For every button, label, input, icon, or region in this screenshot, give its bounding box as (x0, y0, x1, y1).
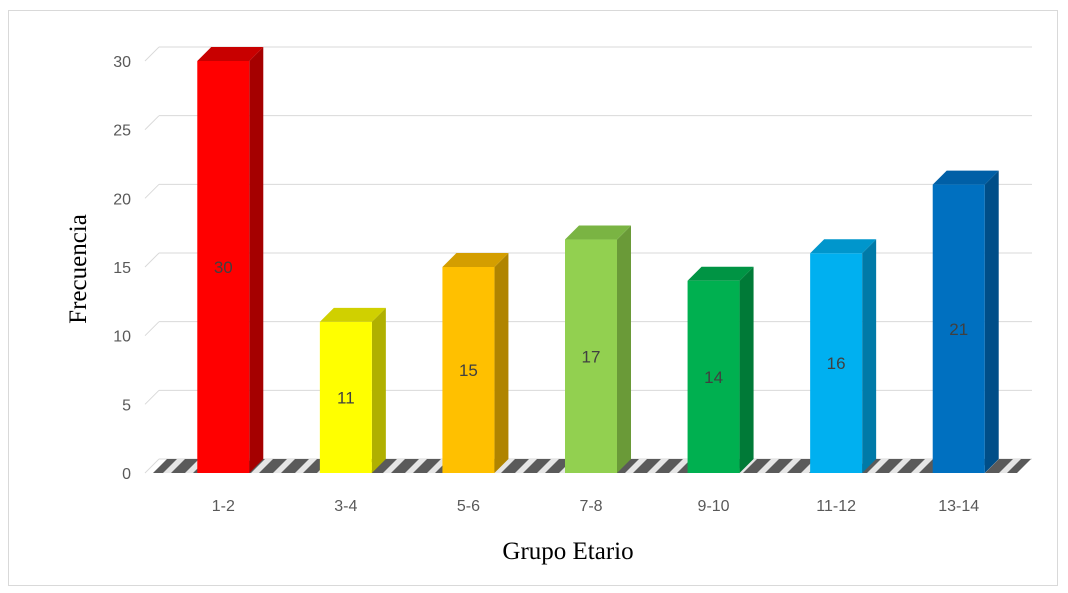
bar-side (984, 170, 999, 473)
bar-side (862, 239, 877, 473)
bar-7-8 (565, 225, 631, 473)
x-axis-ticks: 1-2 3-4 5-6 7-8 9-10 11-12 13-14 (212, 498, 980, 515)
data-label: 15 (459, 361, 478, 380)
y-axis-title: Frecuencia (65, 214, 92, 324)
gridline-20 (144, 183, 160, 199)
y-tick-label: 25 (113, 123, 131, 140)
gridline-30 (144, 46, 160, 62)
bar-side (617, 225, 631, 473)
gridline-5 (144, 389, 160, 405)
x-tick-label: 3-4 (334, 498, 357, 515)
gridline-0 (144, 458, 160, 474)
chart-frame: 0 5 10 15 20 25 30 30 11 15 17 14 16 21 1-2 3-4 5-6 7-8… (8, 10, 1058, 586)
bar-3-4 (319, 307, 386, 473)
data-label: 21 (949, 320, 968, 339)
bar-top (442, 253, 509, 267)
bar-side (494, 253, 509, 473)
y-tick-label: 15 (113, 260, 131, 277)
data-label: 30 (214, 258, 233, 277)
bar-top (932, 170, 999, 185)
bar-chart: 0 5 10 15 20 25 30 30 11 15 17 14 16 21 1-2 3-4 5-6 7-8… (65, 46, 1032, 565)
x-tick-label: 9-10 (698, 498, 730, 515)
y-axis-ticks: 0 5 10 15 20 25 30 (113, 54, 131, 483)
x-tick-label: 5-6 (457, 498, 480, 515)
bar-top (810, 239, 877, 254)
bar-13-14 (932, 170, 999, 473)
bar-front (932, 184, 985, 473)
x-axis-title: Grupo Etario (502, 538, 633, 565)
bar-top (565, 225, 631, 240)
gridline-15 (144, 252, 160, 268)
bar-9-10 (687, 266, 754, 473)
bar-top (197, 47, 264, 61)
bar-11-12 (810, 239, 877, 473)
bar-front (687, 280, 740, 473)
bar-front (565, 239, 617, 473)
bar-top (319, 307, 386, 322)
bar-front (442, 267, 495, 473)
bar-side (739, 266, 754, 473)
y-tick-label: 10 (113, 329, 131, 346)
data-label: 14 (704, 368, 723, 387)
y-tick-label: 30 (113, 54, 131, 71)
gridline-10 (144, 321, 160, 337)
y-tick-label: 20 (113, 191, 131, 208)
y-tick-label: 5 (122, 397, 131, 414)
data-label: 16 (827, 354, 846, 373)
bar-side (371, 307, 386, 473)
bar-front (810, 253, 863, 473)
data-label: 17 (582, 347, 601, 366)
bar-front (319, 321, 372, 473)
y-tick-label: 0 (122, 466, 131, 483)
x-tick-label: 1-2 (212, 498, 235, 515)
gridline-25 (144, 115, 160, 131)
bar-side (249, 47, 264, 473)
bar-front (197, 61, 250, 473)
x-tick-label: 7-8 (579, 498, 602, 515)
bar-5-6 (442, 253, 509, 473)
bar-1-2 (197, 47, 264, 473)
data-label: 11 (337, 388, 355, 407)
data-labels: 30 11 15 17 14 16 21 (214, 258, 968, 407)
x-tick-label: 11-12 (816, 498, 856, 515)
bars (197, 47, 999, 473)
bar-top (687, 266, 754, 281)
x-tick-label: 13-14 (938, 498, 979, 515)
